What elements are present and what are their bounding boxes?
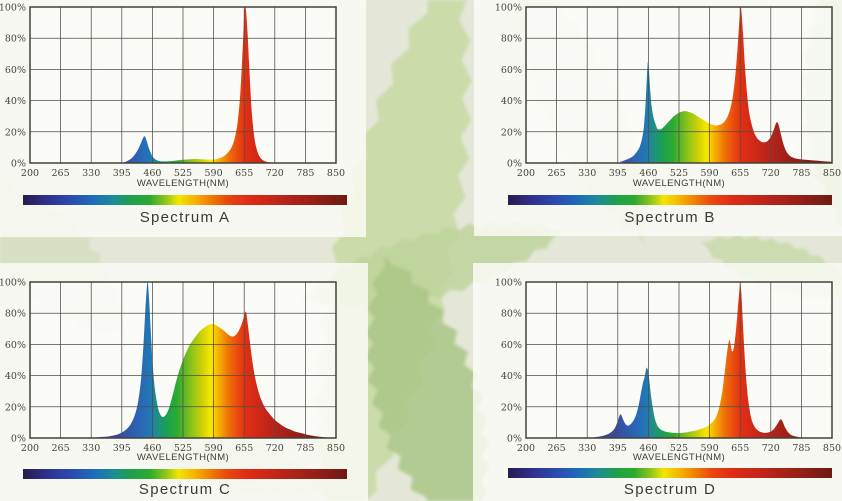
svg-text:100%: 100% [0, 3, 26, 14]
svg-text:785: 785 [792, 168, 810, 179]
spectrum-a-plot: 0% 20% 40% 60% 80% 100% 200 265 330 395 460 525 590 6… [0, 3, 345, 180]
svg-text:40%: 40% [5, 96, 26, 107]
svg-text:20%: 20% [501, 402, 522, 413]
svg-text:330: 330 [578, 443, 596, 454]
svg-text:200: 200 [21, 168, 39, 179]
svg-text:100%: 100% [495, 278, 522, 289]
svg-text:525: 525 [670, 443, 688, 454]
spectrum-b-plot: 0% 20% 40% 60% 80% 100% 200 265 330 395 460 525 590 6… [495, 3, 841, 180]
svg-text:460: 460 [143, 168, 161, 179]
chart-title-d: Spectrum D [623, 481, 717, 498]
svg-text:850: 850 [823, 443, 841, 454]
svg-text:460: 460 [143, 443, 161, 454]
svg-text:265: 265 [548, 168, 566, 179]
x-axis-label-a: WAVELENGTH(NM) [136, 178, 230, 189]
svg-text:850: 850 [327, 168, 345, 179]
svg-text:590: 590 [205, 168, 223, 179]
chart-title-b: Spectrum B [624, 209, 716, 226]
svg-text:0%: 0% [507, 434, 522, 445]
svg-text:80%: 80% [5, 309, 26, 320]
svg-text:200: 200 [21, 443, 39, 454]
svg-text:40%: 40% [501, 371, 522, 382]
svg-text:655: 655 [235, 443, 253, 454]
svg-text:0%: 0% [507, 159, 522, 170]
svg-text:100%: 100% [495, 3, 522, 14]
svg-text:395: 395 [609, 168, 627, 179]
svg-text:460: 460 [639, 443, 657, 454]
wavelength-colorbar-d [508, 468, 832, 478]
svg-text:20%: 20% [5, 127, 26, 138]
spectrum-d-plot: 0% 20% 40% 60% 80% 100% 200 265 330 395 460 525 590 6… [495, 278, 841, 455]
svg-text:785: 785 [296, 168, 314, 179]
svg-text:0%: 0% [11, 159, 26, 170]
svg-text:720: 720 [762, 168, 780, 179]
svg-text:20%: 20% [501, 127, 522, 138]
chart-title-a: Spectrum A [139, 209, 231, 226]
svg-text:330: 330 [82, 168, 100, 179]
svg-text:265: 265 [52, 443, 70, 454]
svg-text:265: 265 [548, 443, 566, 454]
svg-text:0%: 0% [11, 434, 26, 445]
wavelength-colorbar-b [508, 195, 832, 205]
svg-text:200: 200 [517, 168, 535, 179]
svg-text:80%: 80% [501, 34, 522, 45]
svg-text:525: 525 [670, 168, 688, 179]
svg-text:330: 330 [578, 168, 596, 179]
svg-text:395: 395 [113, 168, 131, 179]
svg-text:655: 655 [235, 168, 253, 179]
svg-text:525: 525 [174, 168, 192, 179]
x-axis-label-b: WAVELENGTH(NM) [632, 178, 726, 189]
svg-text:460: 460 [639, 168, 657, 179]
svg-text:525: 525 [174, 443, 192, 454]
svg-text:785: 785 [296, 443, 314, 454]
svg-text:80%: 80% [5, 34, 26, 45]
chart-title-c: Spectrum C [138, 481, 232, 498]
svg-text:60%: 60% [5, 65, 26, 76]
svg-text:850: 850 [823, 168, 841, 179]
wavelength-colorbar-a [23, 195, 347, 205]
svg-text:590: 590 [701, 443, 719, 454]
x-axis-label-d: WAVELENGTH(NM) [632, 452, 726, 463]
svg-text:395: 395 [113, 443, 131, 454]
wavelength-colorbar-c [23, 469, 347, 479]
svg-text:80%: 80% [501, 309, 522, 320]
svg-text:655: 655 [731, 443, 749, 454]
svg-text:720: 720 [266, 168, 284, 179]
svg-text:655: 655 [731, 168, 749, 179]
spectrum-c-plot: 0% 20% 40% 60% 80% 100% 200 265 330 395 460 525 590 6… [0, 278, 345, 455]
svg-text:785: 785 [792, 443, 810, 454]
spectrum-panel-d [473, 263, 842, 501]
svg-text:720: 720 [762, 443, 780, 454]
svg-text:20%: 20% [5, 402, 26, 413]
svg-text:720: 720 [266, 443, 284, 454]
svg-text:330: 330 [82, 443, 100, 454]
svg-text:40%: 40% [5, 371, 26, 382]
svg-text:265: 265 [52, 168, 70, 179]
svg-text:40%: 40% [501, 96, 522, 107]
svg-text:590: 590 [701, 168, 719, 179]
svg-text:60%: 60% [501, 65, 522, 76]
svg-text:60%: 60% [501, 340, 522, 351]
svg-text:100%: 100% [0, 278, 26, 289]
svg-text:850: 850 [327, 443, 345, 454]
svg-text:590: 590 [205, 443, 223, 454]
x-axis-label-c: WAVELENGTH(NM) [136, 452, 230, 463]
svg-text:200: 200 [517, 443, 535, 454]
svg-text:395: 395 [609, 443, 627, 454]
svg-text:60%: 60% [5, 340, 26, 351]
